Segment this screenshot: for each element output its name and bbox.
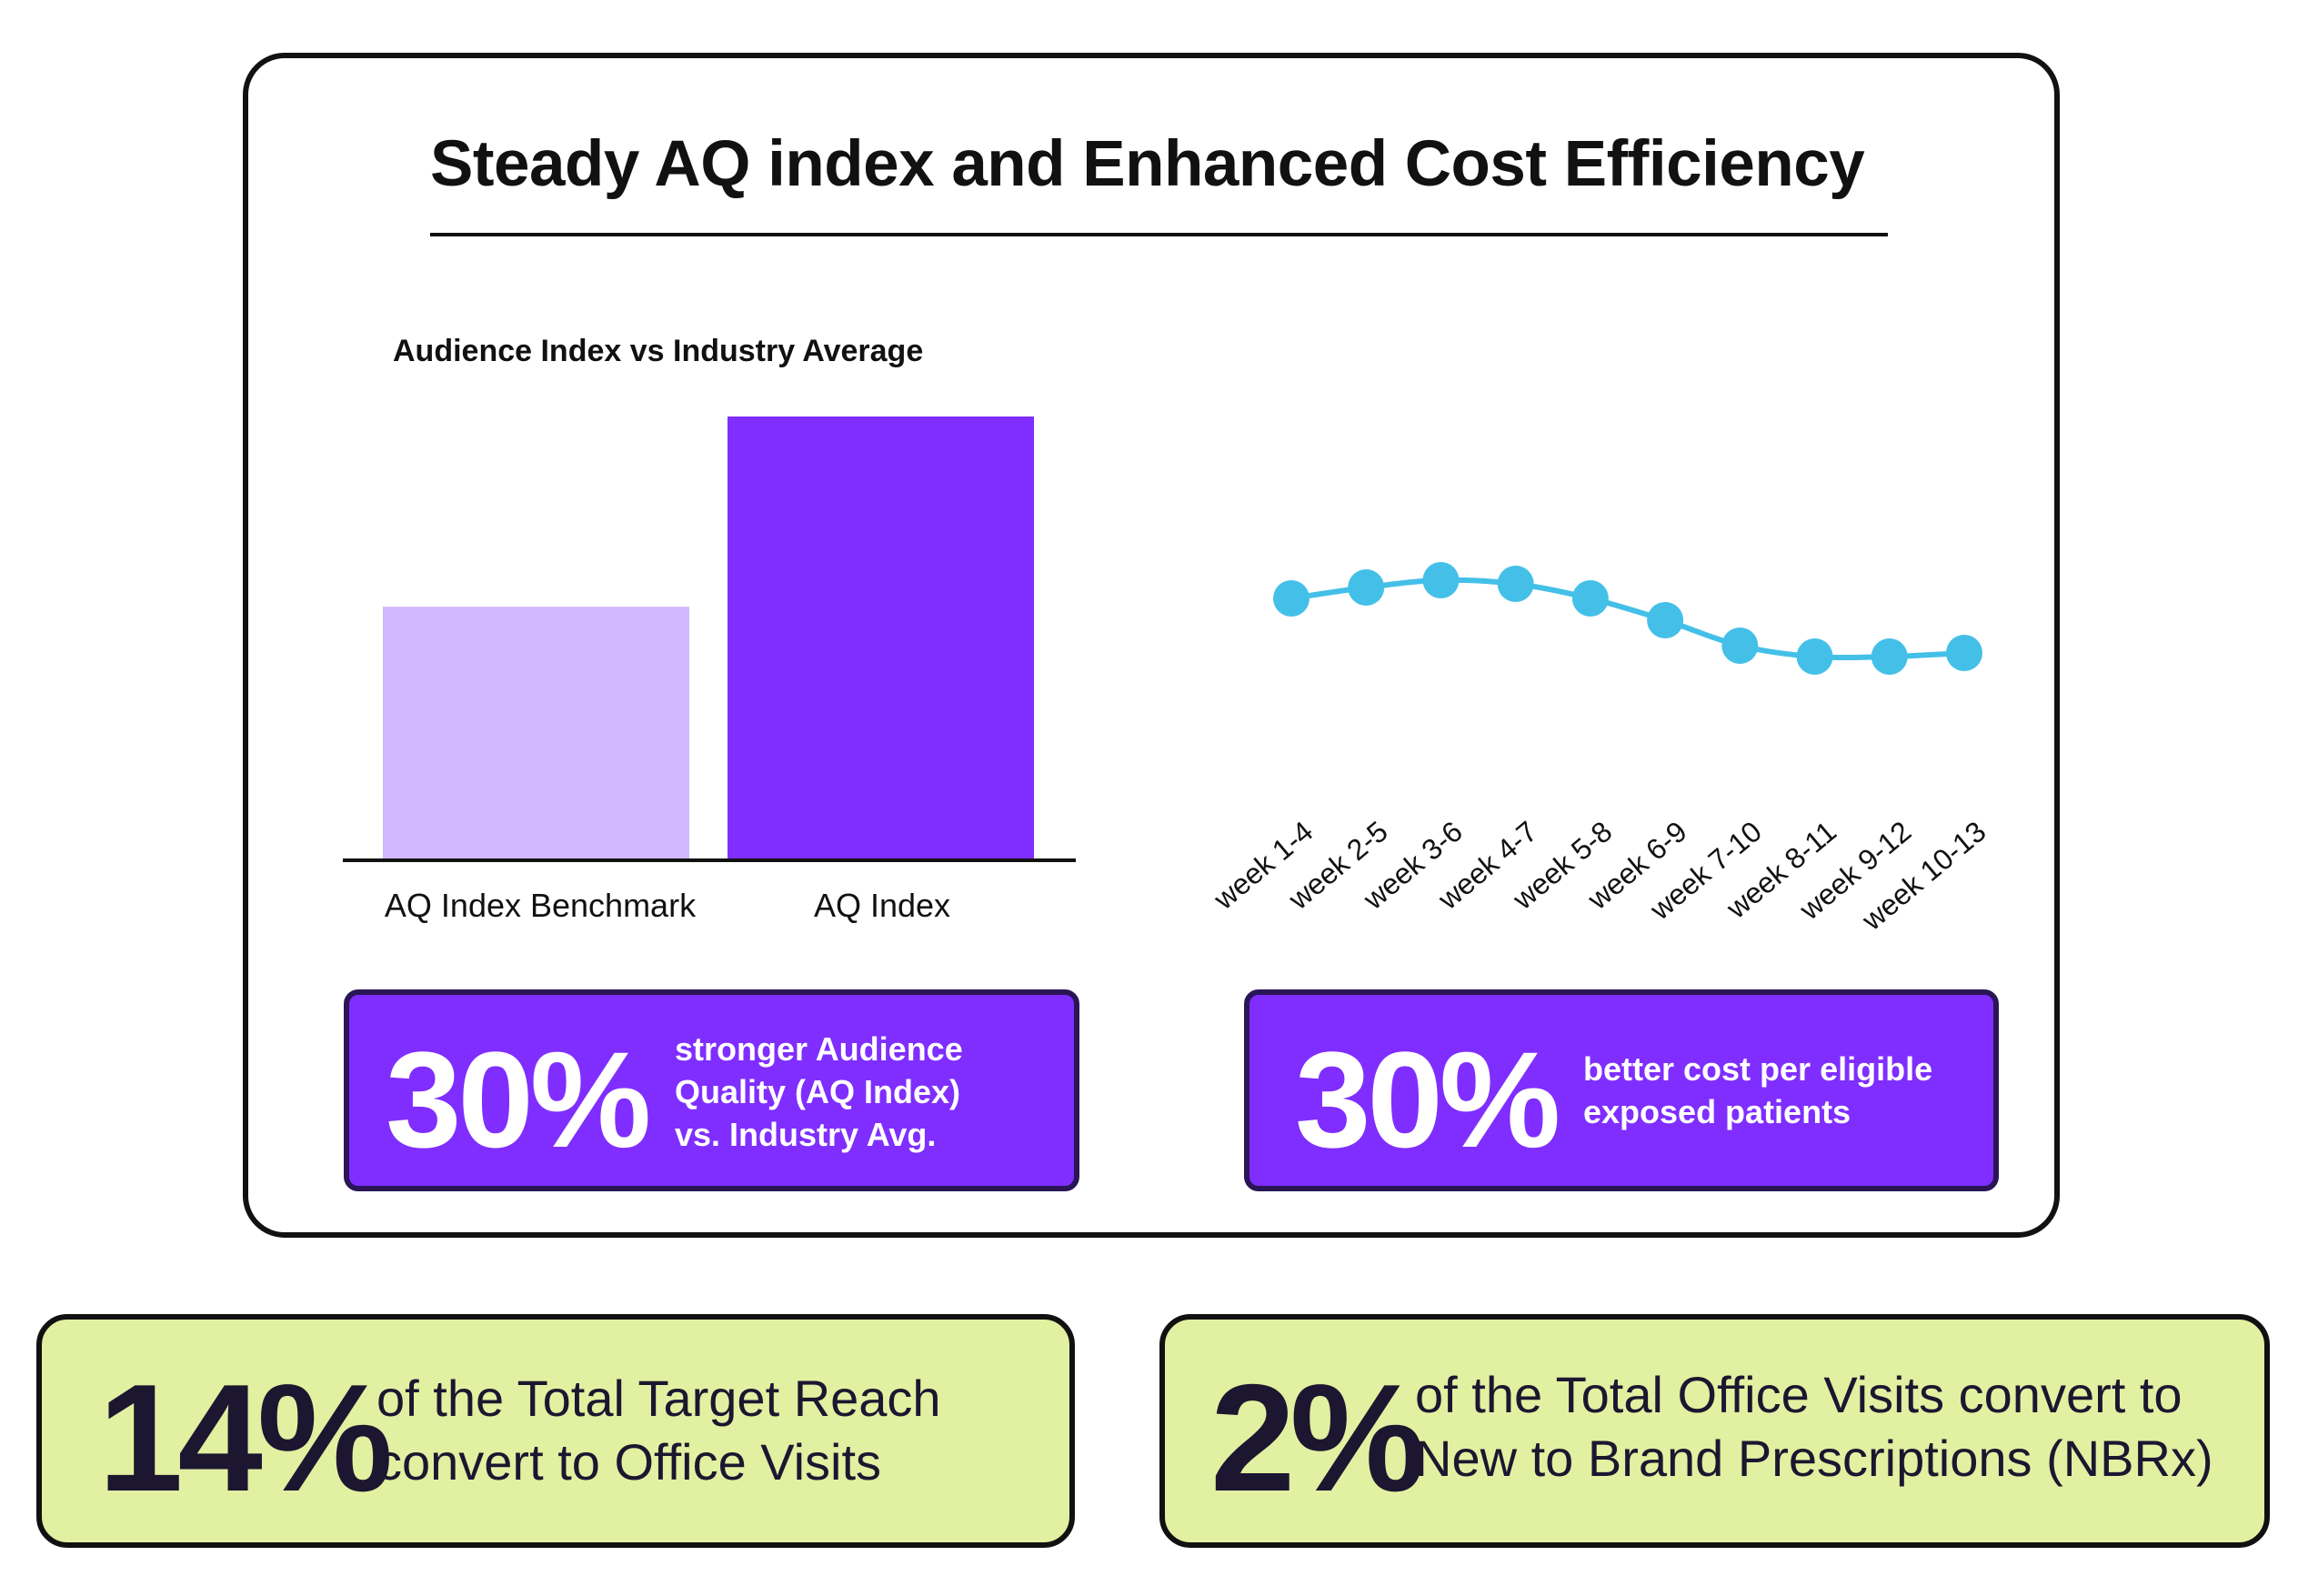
reach-stat-line-2: convert to Office Visits <box>376 1433 882 1491</box>
bar-aq-index <box>728 417 1034 860</box>
bar-aq-index-benchmark <box>383 607 689 860</box>
nbrx-stat-card: 2% of the Total Office Visits convert to… <box>1159 1314 2270 1548</box>
data-point-week-10-13 <box>1946 635 1982 671</box>
cost-stat-value: 30% <box>1295 1023 1560 1176</box>
aq-stat-line-3: vs. Industry Avg. <box>675 1116 937 1153</box>
bar-chart: Audience Index vs Industry Average AQ In… <box>343 334 1076 924</box>
title-underline <box>430 233 1888 236</box>
aq-stat-line-1: stronger Audience <box>675 1030 963 1068</box>
cost-stat-box: 30% better cost per eligible exposed pat… <box>1244 989 1999 1191</box>
nbrx-stat-description: of the Total Office Visits convert to Ne… <box>1415 1363 2213 1491</box>
bar-category-label: AQ Index Benchmark <box>385 887 697 924</box>
aq-stat-line-2: Quality (AQ Index) <box>675 1073 961 1110</box>
data-point-week-3-6 <box>1422 562 1460 598</box>
cost-stat-description: better cost per eligible exposed patient… <box>1583 1048 1932 1133</box>
cost-stat-line-2: exposed patients <box>1583 1093 1851 1130</box>
data-point-week-6-9 <box>1647 602 1684 638</box>
aq-stat-description: stronger Audience Quality (AQ Index) vs.… <box>675 1028 963 1156</box>
reach-stat-value: 14% <box>98 1352 393 1523</box>
bar-chart-title: Audience Index vs Industry Average <box>393 334 923 368</box>
nbrx-stat-line-1: of the Total Office Visits convert to <box>1415 1366 2183 1423</box>
bar-category-label: AQ Index <box>814 887 950 924</box>
data-point-week-9-12 <box>1871 638 1908 675</box>
data-point-week-5-8 <box>1571 580 1609 617</box>
data-point-week-2-5 <box>1348 569 1385 606</box>
nbrx-stat-line-2: New to Brand Prescriptions (NBRx) <box>1415 1430 2213 1487</box>
aq-stat-box: 30% stronger Audience Quality (AQ Index)… <box>344 989 1079 1191</box>
nbrx-stat-value: 2% <box>1210 1352 1426 1523</box>
aq-stat-value: 30% <box>386 1023 651 1176</box>
reach-stat-card: 14% of the Total Target Reach convert to… <box>36 1314 1075 1548</box>
data-point-week-7-10 <box>1721 627 1759 664</box>
data-point-week-1-4 <box>1273 580 1310 617</box>
trend-line <box>1290 577 1965 661</box>
data-point-week-8-11 <box>1796 638 1833 675</box>
reach-stat-line-1: of the Total Target Reach <box>376 1370 941 1427</box>
cost-stat-line-1: better cost per eligible <box>1583 1050 1933 1088</box>
reach-stat-description: of the Total Target Reach convert to Off… <box>376 1367 941 1494</box>
page-title: Steady AQ index and Enhanced Cost Effici… <box>430 128 1865 200</box>
data-point-week-4-7 <box>1497 566 1534 602</box>
